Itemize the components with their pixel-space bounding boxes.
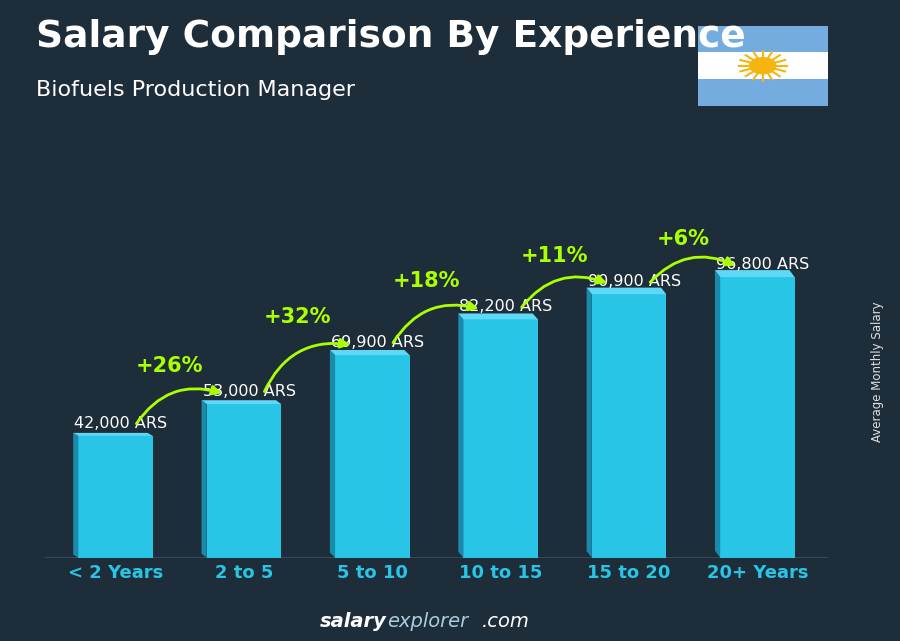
Text: < 2 Years: < 2 Years [68,564,163,582]
Text: Salary Comparison By Experience: Salary Comparison By Experience [36,19,746,55]
Text: 2 to 5: 2 to 5 [215,564,273,582]
Text: Average Monthly Salary: Average Monthly Salary [871,301,884,442]
Bar [78,436,153,558]
Text: Biofuels Production Manager: Biofuels Production Manager [36,80,355,100]
Text: 90,900 ARS: 90,900 ARS [588,274,680,289]
Bar [464,319,538,558]
Text: 5 to 10: 5 to 10 [337,564,408,582]
Polygon shape [73,433,78,558]
Text: 82,200 ARS: 82,200 ARS [459,299,553,315]
Text: +26%: +26% [136,356,203,376]
Bar [698,53,828,79]
Polygon shape [330,350,335,558]
Polygon shape [458,313,464,558]
Polygon shape [330,350,410,355]
Polygon shape [202,400,207,558]
Polygon shape [587,288,666,294]
Text: 96,800 ARS: 96,800 ARS [716,257,809,272]
Text: .com: .com [482,612,529,631]
Polygon shape [202,400,281,404]
Polygon shape [458,313,538,319]
Bar [592,294,666,558]
Circle shape [750,58,776,74]
Bar [698,79,828,106]
Polygon shape [715,270,795,277]
Text: 10 to 15: 10 to 15 [459,564,543,582]
Bar [207,404,281,558]
Text: 15 to 20: 15 to 20 [588,564,670,582]
Text: +11%: +11% [521,246,589,266]
Polygon shape [73,433,153,436]
Text: explorer: explorer [387,612,468,631]
Text: +6%: +6% [656,229,709,249]
Text: 69,900 ARS: 69,900 ARS [331,335,424,350]
Polygon shape [715,270,720,558]
Text: +32%: +32% [264,307,331,327]
Bar [698,26,828,53]
Text: 42,000 ARS: 42,000 ARS [74,416,167,431]
Text: salary: salary [320,612,387,631]
Text: 20+ Years: 20+ Years [706,564,808,582]
Bar [720,277,795,558]
Text: 53,000 ARS: 53,000 ARS [202,384,295,399]
Polygon shape [587,288,592,558]
Bar [335,355,410,558]
Text: +18%: +18% [392,271,460,291]
